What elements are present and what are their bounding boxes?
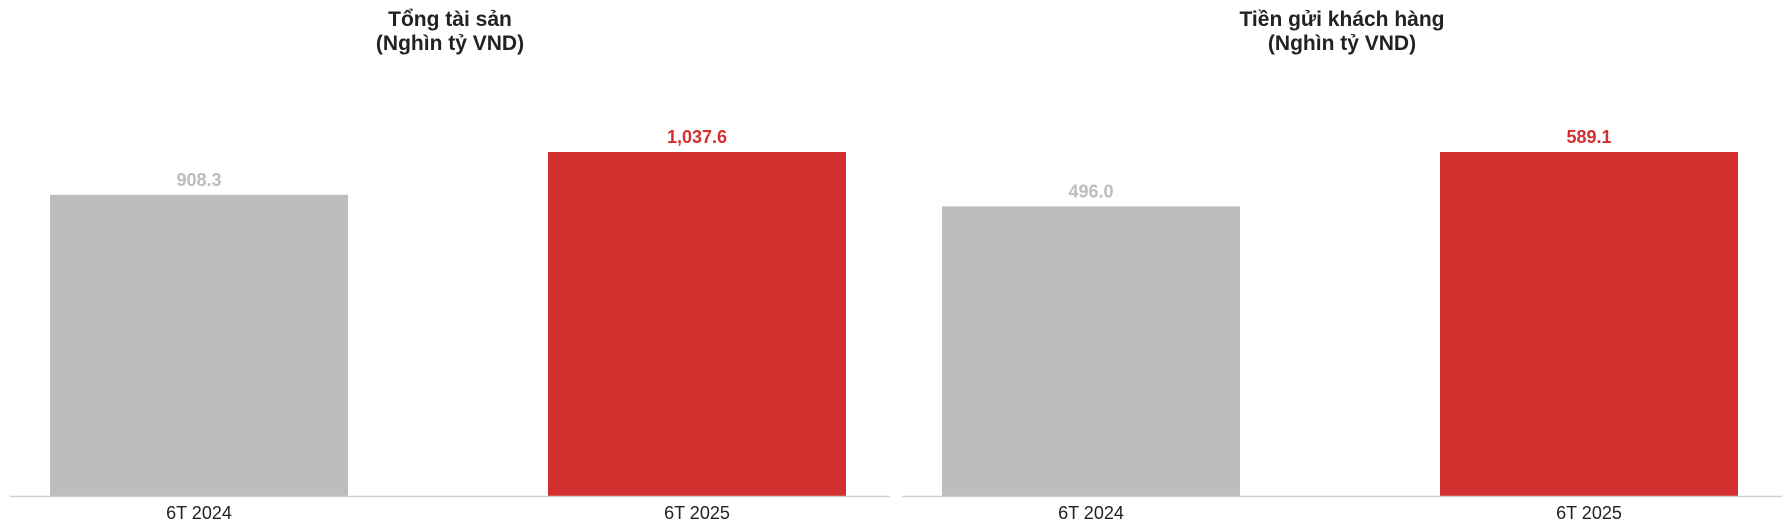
data-label: 908.3 — [176, 170, 221, 190]
bar-6t-2024 — [50, 194, 348, 497]
bar-6t-2025 — [548, 152, 846, 496]
data-label: 589.1 — [1566, 127, 1611, 147]
chart-title: Tổng tài sản (Nghìn tỷ VND) — [375, 8, 525, 55]
bar-6t-2025 — [1440, 152, 1738, 496]
x-tick-label: 6T 2025 — [1556, 503, 1622, 523]
data-label: 496.0 — [1068, 181, 1113, 201]
chart-title: Tiền gửi khách hàng (Nghìn tỷ VND) — [1239, 8, 1445, 55]
bar-chart-customer-deposits: 496.0 6T 2024 589.1 6T 2025 — [902, 127, 1782, 523]
data-label: 1,037.6 — [667, 127, 727, 147]
bar-6t-2024 — [942, 206, 1240, 496]
chart-panel-customer-deposits: Tiền gửi khách hàng (Nghìn tỷ VND) 496.0… — [902, 0, 1782, 529]
chart-panel-total-assets: Tổng tài sản (Nghìn tỷ VND) 908.3 6T 2024… — [10, 0, 890, 529]
x-tick-label: 6T 2024 — [1058, 503, 1124, 523]
x-tick-label: 6T 2025 — [664, 503, 730, 523]
x-tick-label: 6T 2024 — [166, 503, 232, 523]
bar-chart-total-assets: 908.3 6T 2024 1,037.6 6T 2025 — [10, 127, 890, 523]
